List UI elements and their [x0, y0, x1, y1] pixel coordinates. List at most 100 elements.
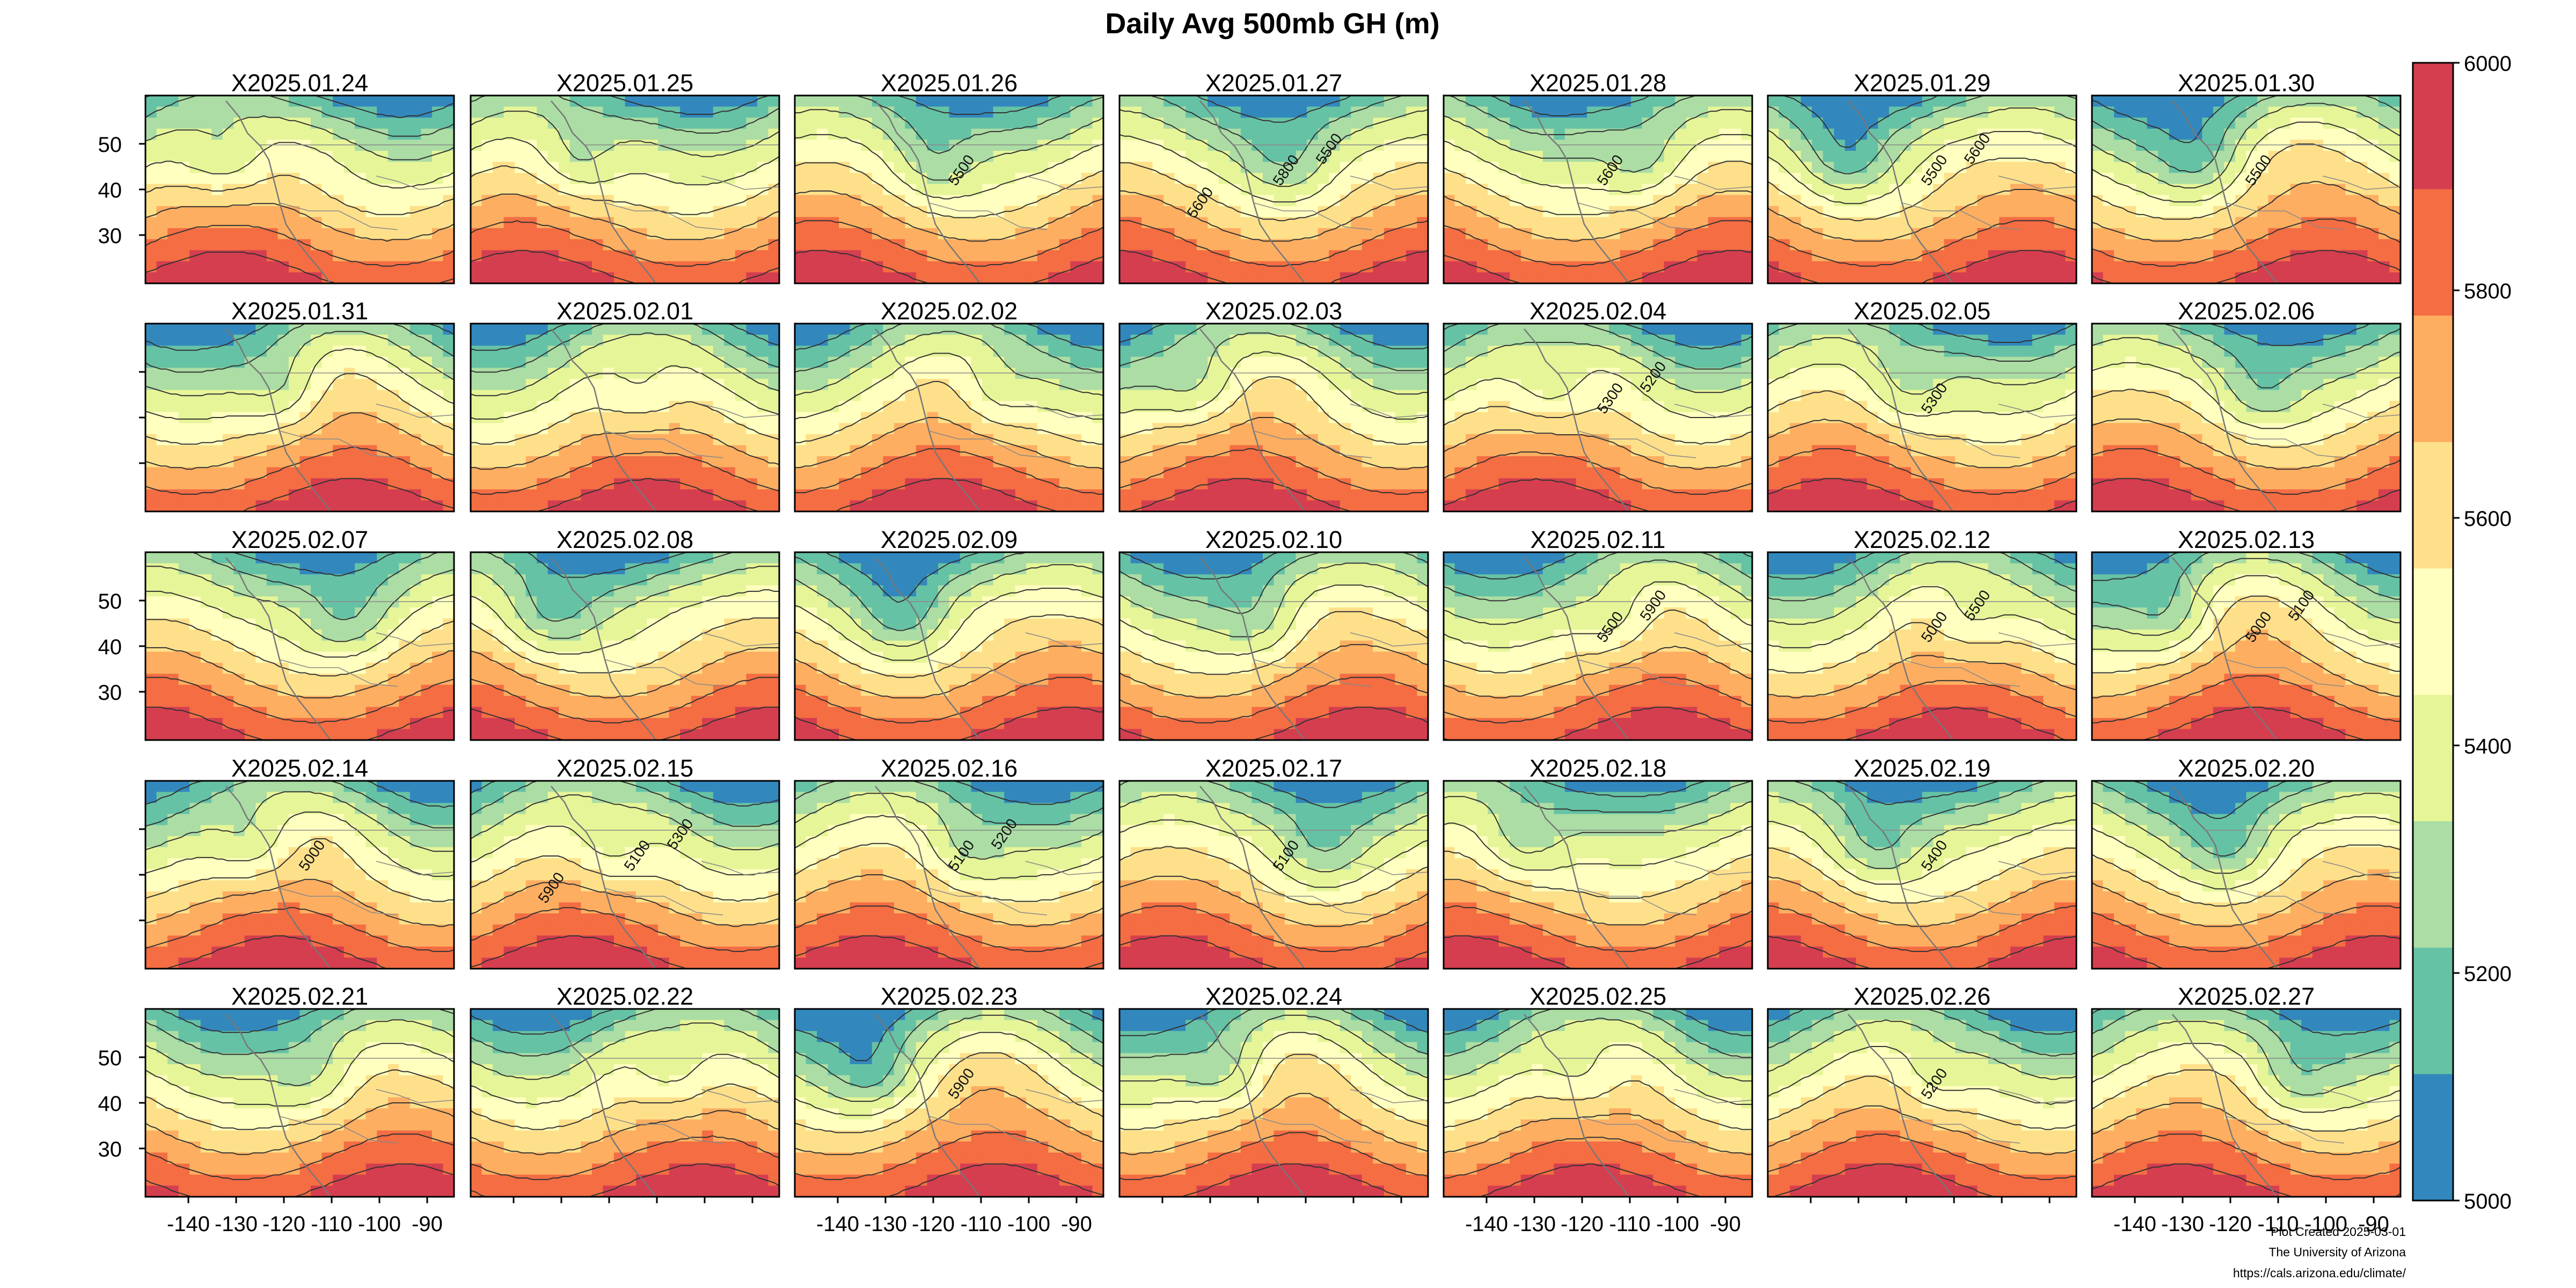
political-borders — [1880, 144, 2076, 230]
y-tick-label: 40 — [98, 179, 122, 202]
panel-frame — [794, 551, 1104, 741]
panel-title: X2025.02.01 — [557, 297, 693, 325]
map-panel: X2025.02.01 — [470, 297, 780, 513]
coastline — [1199, 100, 1305, 283]
panel-title: X2025.01.30 — [2178, 69, 2315, 97]
map-panel: X2025.02.25 -140 -130 -120 -110 -100 -90 — [1443, 983, 1753, 1236]
political-borders — [583, 830, 779, 916]
contour-lines — [1768, 324, 2076, 511]
panel-title: X2025.02.07 — [231, 526, 368, 553]
height-field — [1444, 324, 1752, 511]
panel-frame — [2091, 323, 2402, 513]
panel-frame — [470, 94, 780, 284]
panel-frame — [1443, 94, 1753, 284]
figure-title: Daily Avg 500mb GH (m) — [1105, 8, 1439, 40]
panel-grid: X2025.01.24 50 40 30 X2025.01.25 X2025.01.26 X… — [98, 69, 2402, 1236]
political-borders — [2205, 830, 2401, 916]
contour-lines — [2092, 781, 2401, 969]
contour-lines — [1768, 552, 2076, 740]
colorbar-swatch — [2413, 821, 2453, 948]
panel-frame — [794, 780, 1104, 970]
coastline — [2172, 1014, 2278, 1197]
panel-title: X2025.01.24 — [231, 69, 368, 97]
map-panel: X2025.02.14 — [139, 755, 455, 970]
coastline — [1848, 1014, 1953, 1197]
colorbar-frame — [2412, 62, 2454, 1202]
height-field — [795, 96, 1103, 283]
colorbar-tick-label: 5200 — [2464, 962, 2512, 986]
contour-lines — [1119, 96, 1428, 283]
panel-title: X2025.01.27 — [1205, 69, 1342, 97]
political-borders — [1556, 601, 1752, 687]
coastline — [551, 1014, 656, 1197]
panel-title: X2025.02.04 — [1529, 297, 1666, 325]
political-borders — [1880, 601, 2076, 687]
contour-lines — [1119, 324, 1428, 511]
height-field — [795, 324, 1103, 511]
contour-lines — [1768, 781, 2076, 969]
political-borders — [908, 1058, 1103, 1144]
contour-lines — [145, 552, 454, 740]
height-field — [1119, 1009, 1428, 1197]
height-field — [1444, 1009, 1752, 1197]
panel-title: X2025.02.02 — [881, 297, 1018, 325]
y-tick-label: 30 — [98, 681, 122, 705]
colorbar-swatch — [2413, 316, 2453, 443]
contour-lines — [145, 781, 454, 969]
map-panel: X2025.02.23 -140 -130 -120 -110 -100 -90 — [794, 983, 1104, 1236]
x-tick-label: -110 — [960, 1212, 1001, 1236]
map-panel: X2025.02.06 — [2091, 297, 2402, 513]
coastline — [1848, 100, 1953, 283]
coastline — [1199, 557, 1305, 740]
political-borders — [258, 372, 454, 458]
x-tick-label: -90 — [1061, 1212, 1092, 1236]
coastline — [225, 1014, 331, 1197]
y-tick-label: 50 — [98, 1046, 122, 1070]
x-tick-label: -90 — [1710, 1212, 1741, 1236]
political-borders — [583, 144, 779, 230]
coastline — [2172, 557, 2278, 740]
political-borders — [1232, 372, 1428, 458]
x-tick-label: -140 — [816, 1212, 859, 1236]
colorbar-tick-label: 5800 — [2464, 280, 2512, 303]
x-tick-label: -100 — [2304, 1212, 2347, 1236]
coastline — [2172, 100, 2278, 283]
coastline — [1199, 786, 1305, 969]
coastline — [1524, 786, 1629, 969]
height-field — [1768, 1009, 2076, 1197]
coastline — [551, 557, 656, 740]
colorbar-tick-label: 6000 — [2464, 52, 2512, 76]
y-tick-label: 40 — [98, 635, 122, 659]
contour-lines — [1444, 324, 1752, 511]
height-field — [2092, 781, 2401, 969]
contour-lines — [1444, 96, 1752, 283]
x-tick-label: -110 — [1609, 1212, 1650, 1236]
coastline — [1848, 557, 1953, 740]
x-tick-label: -90 — [412, 1212, 443, 1236]
panel-frame — [1118, 1008, 1429, 1198]
x-tick-label: -120 — [912, 1212, 955, 1236]
panel-title: X2025.02.19 — [1854, 755, 1990, 782]
coastline — [1848, 786, 1953, 969]
map-panel: X2025.02.16 — [794, 755, 1104, 970]
y-tick-label: 50 — [98, 133, 122, 157]
panel-title: X2025.02.17 — [1205, 755, 1342, 782]
height-field — [145, 781, 454, 969]
contour-lines — [471, 552, 779, 740]
panel-title: X2025.02.14 — [231, 755, 368, 782]
credit-block: Plot Created 2025-03-01 The University o… — [2233, 1225, 2406, 1280]
map-panel: X2025.02.09 — [794, 526, 1104, 741]
political-borders — [583, 1058, 779, 1144]
panel-title: X2025.01.25 — [557, 69, 693, 97]
height-field — [1119, 96, 1428, 283]
map-panel: X2025.02.07 50 40 30 — [98, 526, 455, 741]
panel-frame — [1767, 780, 2077, 970]
x-tick-label: -130 — [1513, 1212, 1556, 1236]
map-panel: X2025.02.02 — [794, 297, 1104, 513]
panel-title: X2025.02.22 — [557, 983, 693, 1010]
coastline — [551, 328, 656, 511]
x-tick-label: -100 — [1656, 1212, 1699, 1236]
map-panel: X2025.01.30 — [2091, 69, 2402, 284]
panel-title: X2025.02.18 — [1529, 755, 1666, 782]
x-tick-label: -130 — [215, 1212, 258, 1236]
